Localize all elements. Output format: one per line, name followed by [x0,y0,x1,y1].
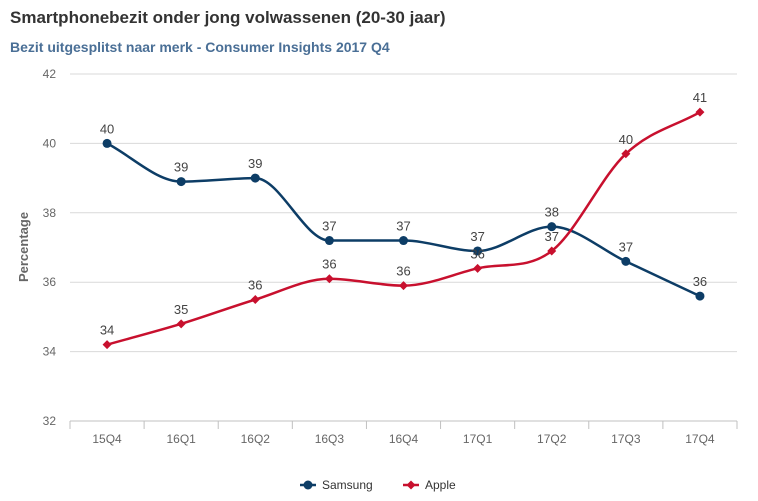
y-tick-label: 42 [43,67,57,81]
data-point-samsung [102,138,112,148]
x-tick-label: 17Q1 [463,432,493,446]
chart-title: Smartphonebezit onder jong volwassenen (… [10,8,446,27]
data-point-samsung [399,236,408,246]
data-point-apple [102,340,112,350]
data-point-samsung [547,222,557,232]
x-tick-label: 16Q3 [315,432,345,446]
legend: Samsung Apple [300,478,456,492]
data-label-samsung: 36 [693,274,707,289]
chart-subtitle: Bezit uitgesplitst naar merk - Consumer … [10,39,390,55]
y-tick-label: 38 [43,206,57,220]
legend-label-samsung: Samsung [322,478,373,492]
legend-item-samsung: Samsung [300,478,373,492]
legend-label-apple: Apple [425,478,456,492]
grid-layer [70,73,737,422]
axis-layer: 32 34 36 38 40 42 15Q4 16Q1 16Q2 16Q3 16Q4 17Q1 17Q2… [43,67,738,446]
y-tick-label: 32 [43,414,57,428]
data-label-samsung: 40 [100,121,114,136]
y-tick-label: 40 [43,136,57,150]
legend-marker-apple [406,480,416,490]
data-point-apple [473,263,483,273]
data-label-apple: 34 [100,323,114,338]
data-label-samsung: 37 [322,219,336,234]
data-label-apple: 37 [544,229,558,244]
data-label-apple: 36 [322,257,336,272]
data-label-apple: 36 [470,246,484,261]
data-point-samsung [473,246,483,256]
data-label-apple: 36 [396,264,410,279]
data-label-apple: 36 [248,278,262,293]
data-point-apple [176,319,186,329]
data-point-apple [695,107,705,117]
data-point-apple [399,281,408,291]
data-point-samsung [621,256,631,266]
x-tick-label: 15Q4 [92,432,122,446]
data-label-samsung: 37 [619,239,633,254]
x-tick-label: 17Q2 [537,432,567,446]
x-tick-label: 16Q4 [389,432,419,446]
data-label-apple: 40 [619,132,633,147]
data-label-apple: 41 [693,90,707,105]
series-layer [102,107,705,350]
data-point-apple [547,246,557,256]
legend-item-apple: Apple [403,478,456,492]
x-tick-label: 17Q3 [611,432,641,446]
data-point-samsung [324,236,334,246]
data-point-apple [250,295,260,305]
data-label-samsung: 38 [544,205,558,220]
data-label-samsung: 39 [174,160,188,175]
data-point-apple [324,274,334,284]
data-label-samsung: 37 [470,229,484,244]
legend-marker-samsung [303,480,313,490]
data-label-samsung: 37 [396,219,410,234]
data-label-layer: 40 39 39 37 37 37 38 37 36 34 35 36 36 36 36 37 40 41 [100,90,707,337]
data-label-apple: 35 [174,302,188,317]
data-point-samsung [250,173,260,183]
y-tick-label: 34 [43,345,57,359]
series-line-apple [106,111,701,346]
y-tick-label: 36 [43,275,57,289]
y-axis-title: Percentage [16,212,31,282]
data-point-samsung [176,177,186,187]
data-point-apple [621,149,631,159]
x-tick-label: 16Q2 [241,432,271,446]
data-label-samsung: 39 [248,156,262,171]
x-tick-label: 16Q1 [166,432,196,446]
data-point-samsung [695,291,705,301]
x-tick-label: 17Q4 [685,432,715,446]
